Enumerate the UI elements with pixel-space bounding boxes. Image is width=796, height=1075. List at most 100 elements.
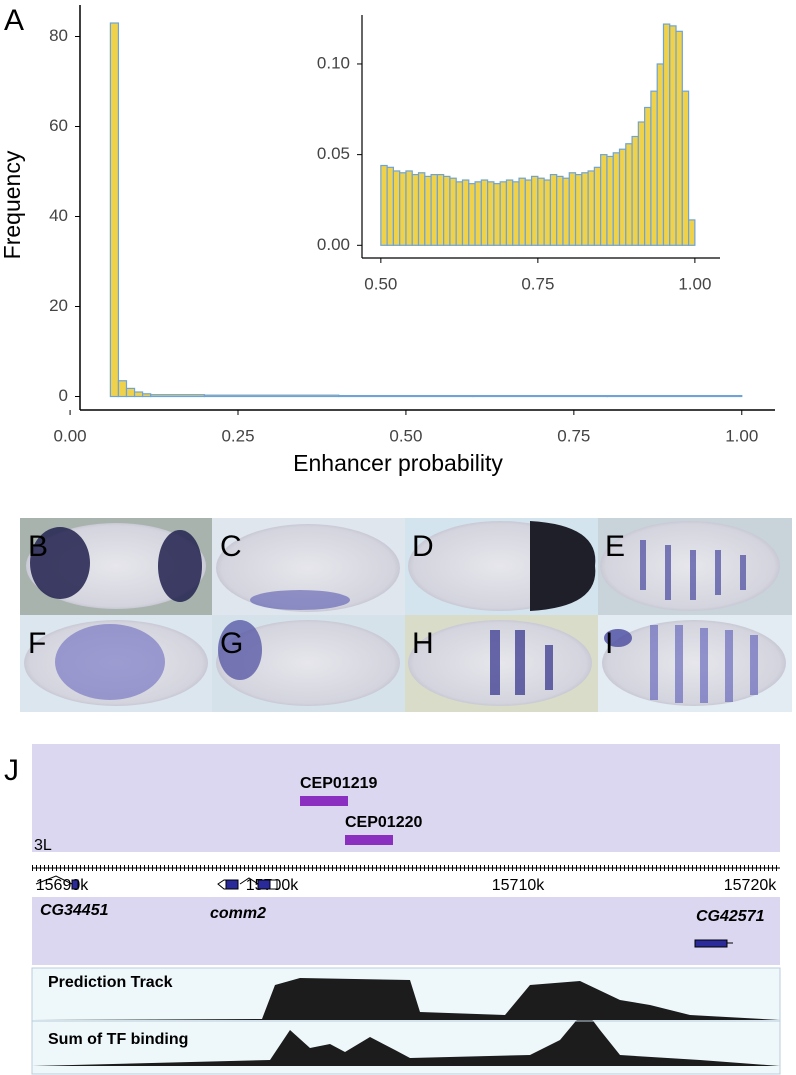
histogram-bar: [436, 173, 445, 246]
y-tick-label: 0.00: [317, 235, 350, 254]
histogram-bar: [443, 175, 451, 246]
gene-models: [35, 875, 733, 948]
histogram-bar: [593, 166, 602, 246]
histogram-bar: [581, 172, 589, 246]
track-label: Sum of TF binding: [48, 1031, 188, 1048]
histogram-bar: [656, 63, 665, 246]
histogram-bar: [133, 391, 144, 398]
histogram-bar: [449, 177, 457, 246]
histogram-bar: [537, 177, 545, 246]
histogram-bar: [675, 30, 683, 246]
histogram-bar: [524, 179, 533, 246]
panel-label: I: [605, 627, 613, 660]
panel-label: H: [412, 627, 434, 660]
embryo-panels: [20, 518, 792, 712]
x-tick-label: 1.00: [678, 274, 711, 293]
gene-label: comm2: [210, 905, 266, 922]
enhancer-track: [32, 744, 780, 852]
y-tick-label: 40: [49, 206, 68, 225]
y-axis-label: Frequency: [0, 150, 25, 259]
histogram-bar: [411, 173, 420, 246]
histogram-bar: [637, 121, 646, 246]
position-label: 15720k: [724, 877, 777, 894]
histogram-bar: [150, 394, 206, 398]
histogram-bar: [203, 394, 340, 398]
histogram-bar: [631, 135, 639, 246]
histogram-bar: [109, 22, 120, 398]
x-tick-label: 0.50: [364, 274, 397, 293]
histogram-bar: [568, 172, 577, 246]
histogram-bar: [556, 175, 564, 246]
histogram-bar: [430, 173, 438, 246]
histogram-bar: [644, 106, 652, 246]
x-tick-label: 1.00: [725, 426, 758, 445]
histogram-bar: [125, 387, 136, 398]
histogram-bar: [650, 90, 658, 246]
y-tick-label: 80: [49, 26, 68, 45]
enhancer-label: CEP01219: [300, 775, 377, 792]
y-tick-label: 60: [49, 116, 68, 135]
panel-label: F: [28, 627, 46, 660]
y-tick-label: 0: [59, 386, 68, 405]
panel-label: D: [412, 530, 434, 563]
histogram-bar: [386, 166, 395, 246]
x-axis-label: Enhancer probability: [293, 450, 503, 476]
x-tick-label: 0.00: [54, 426, 87, 445]
histogram-bar: [487, 181, 495, 246]
gene-label: CG34451: [40, 902, 109, 919]
histogram-bar: [380, 164, 388, 246]
tf-signal: [32, 1010, 780, 1066]
histogram-bar: [606, 395, 743, 398]
histogram-bar: [493, 183, 501, 246]
histogram-bar: [530, 175, 539, 246]
enhancer-bar: [345, 835, 393, 845]
histogram-bar: [562, 177, 570, 246]
gene-track: [32, 897, 780, 965]
histogram-bar: [480, 179, 489, 246]
position-label: 15710k: [492, 877, 545, 894]
histogram-bar: [687, 219, 696, 246]
histogram-bar: [625, 143, 633, 246]
panel-label: G: [220, 627, 243, 660]
histogram-bar: [549, 173, 558, 246]
histogram-bar: [574, 173, 583, 246]
histogram-bar: [142, 393, 152, 398]
histogram-bar: [662, 23, 671, 246]
histogram-bar: [543, 179, 552, 246]
panel-label: A: [4, 4, 24, 37]
histogram-bar: [512, 181, 520, 246]
histogram-bar: [587, 170, 595, 246]
x-tick-label: 0.75: [557, 426, 590, 445]
panel-label: J: [4, 754, 19, 787]
histogram-bar: [338, 395, 474, 398]
histogram-bar: [405, 170, 413, 246]
panel-label: E: [605, 530, 625, 563]
histogram-bar: [612, 152, 621, 246]
histogram-bar: [472, 395, 609, 398]
gene-label: CG42571: [696, 908, 765, 925]
x-tick-label: 0.50: [389, 426, 422, 445]
histogram-bar: [518, 177, 526, 246]
histogram-bar: [669, 25, 677, 246]
histogram-bar: [117, 380, 128, 398]
histogram-bar: [455, 181, 464, 246]
histogram-bar: [474, 181, 482, 246]
histogram-bar: [505, 179, 514, 246]
y-tick-label: 0.05: [317, 144, 350, 163]
enhancer-label: CEP01220: [345, 814, 422, 831]
histogram-bar: [417, 172, 426, 246]
histogram-bar: [618, 148, 627, 246]
chromosome-label: 3L: [34, 837, 52, 854]
track-label: Prediction Track: [48, 974, 173, 991]
histogram-bar: [392, 170, 401, 246]
panel-label: B: [28, 530, 48, 563]
histogram-bar: [468, 183, 476, 246]
prediction-signal: [32, 978, 780, 1020]
histogram-bar: [399, 172, 407, 246]
x-tick-label: 0.25: [221, 426, 254, 445]
histogram-bar: [681, 90, 690, 246]
enhancer-bar: [300, 796, 348, 806]
x-tick-label: 0.75: [521, 274, 554, 293]
histogram-bar: [600, 154, 608, 246]
